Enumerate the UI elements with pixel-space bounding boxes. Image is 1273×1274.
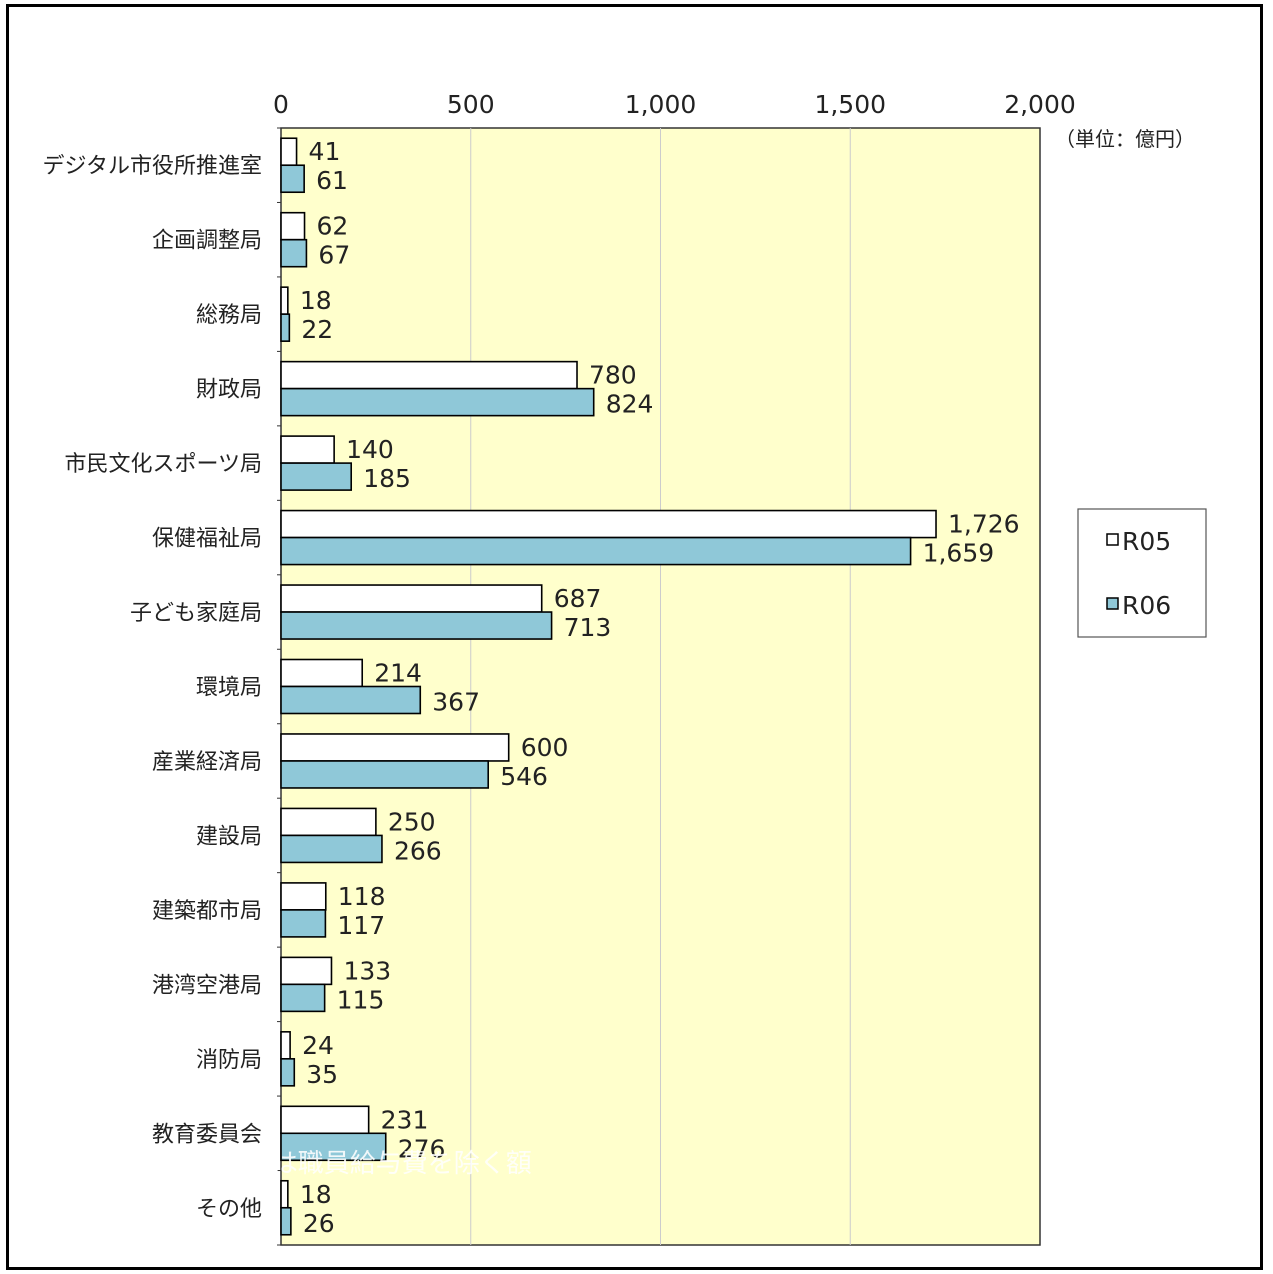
data-label-r05: 1,726 — [948, 510, 1020, 539]
category-label: 港湾空港局 — [152, 973, 262, 998]
data-label-r05: 24 — [302, 1031, 334, 1060]
legend-swatch-r05 — [1106, 533, 1119, 546]
category-label: デジタル市役所推進室 — [42, 154, 262, 179]
bar-r06 — [280, 834, 383, 864]
x-tick-label: 500 — [447, 90, 495, 119]
bar-r05 — [280, 137, 298, 167]
bar-r06 — [280, 164, 305, 194]
data-label-r05: 231 — [381, 1105, 429, 1134]
bar-r06 — [280, 685, 422, 715]
bar-r06 — [280, 1206, 292, 1236]
bar-r05 — [280, 807, 377, 837]
x-tick-label: 0 — [273, 90, 289, 119]
data-label-r06: 266 — [394, 836, 442, 865]
data-label-r06: 824 — [606, 390, 654, 419]
bar-r06 — [280, 462, 353, 491]
unit-label: （単位：億円） — [1055, 127, 1195, 151]
data-label-r06: 185 — [363, 464, 411, 493]
bar-r05 — [280, 1031, 291, 1060]
category-label: 子ども家庭局 — [130, 601, 262, 626]
data-label-r05: 140 — [346, 435, 394, 464]
x-tick-label: 2,000 — [1004, 90, 1076, 119]
data-label-r06: 1,659 — [923, 539, 995, 568]
category-label: その他 — [196, 1197, 262, 1222]
data-label-r05: 250 — [388, 807, 436, 836]
data-label-r05: 133 — [343, 956, 391, 985]
bar-r06 — [280, 983, 326, 1013]
data-label-r06: 115 — [337, 985, 385, 1014]
bar-r05 — [280, 1105, 370, 1135]
data-label-r05: 687 — [554, 584, 602, 613]
category-label: 建設局 — [196, 824, 262, 849]
category-label: 企画調整局 — [152, 229, 262, 254]
category-label: 市民文化スポーツ局 — [64, 452, 262, 477]
data-label-r06: 117 — [337, 911, 385, 940]
data-label-r06: 546 — [500, 762, 548, 791]
data-label-r05: 118 — [338, 882, 386, 911]
bar-r06 — [280, 760, 490, 789]
data-label-r06: 35 — [306, 1060, 338, 1089]
bar-r06 — [280, 387, 595, 417]
bar-r05 — [280, 584, 543, 613]
legend-label-r05: R05 — [1122, 527, 1171, 556]
data-label-r06: 276 — [398, 1134, 446, 1163]
data-label-r05: 62 — [317, 212, 349, 241]
bar-r06 — [280, 1058, 296, 1087]
data-label-r06: 67 — [318, 241, 350, 270]
bar-r05 — [280, 882, 327, 911]
bar-r05 — [280, 733, 510, 762]
data-label-r05: 18 — [300, 1180, 332, 1209]
legend-box — [1077, 508, 1207, 638]
data-label-r05: 600 — [521, 733, 569, 762]
category-label: 産業経済局 — [152, 750, 262, 775]
chart-frame — [6, 4, 1263, 1270]
bar-r05 — [280, 509, 937, 539]
data-label-r06: 713 — [564, 613, 612, 642]
category-label: 消防局 — [196, 1048, 262, 1073]
bar-r06 — [280, 313, 291, 342]
bar-r05 — [280, 360, 578, 390]
data-label-r06: 61 — [316, 166, 348, 195]
bar-r06 — [280, 909, 327, 938]
data-label-r06: 26 — [303, 1209, 335, 1238]
category-label: 財政局 — [196, 378, 262, 403]
bar-r06 — [280, 611, 553, 640]
bar-r06 — [280, 536, 912, 566]
x-tick-label: 1,500 — [814, 90, 886, 119]
footnote: ※各局の予算要求額は職員給与費を除く額 — [42, 1149, 532, 1179]
legend-swatch-r06 — [1106, 597, 1119, 610]
bar-r06 — [280, 238, 308, 268]
bar-r05 — [280, 286, 289, 315]
bar-r05 — [280, 658, 364, 688]
category-label: 保健福祉局 — [152, 527, 262, 552]
legend-label-r06: R06 — [1122, 591, 1171, 620]
bar-r05 — [280, 956, 333, 986]
category-label: 建築都市局 — [152, 899, 262, 924]
category-label: 総務局 — [196, 303, 262, 328]
x-tick-label: 1,000 — [625, 90, 697, 119]
bar-r05 — [280, 211, 306, 241]
bar-r05 — [280, 1179, 289, 1209]
data-label-r05: 780 — [589, 361, 637, 390]
category-label: 環境局 — [196, 676, 262, 701]
category-label: 教育委員会 — [152, 1122, 262, 1147]
data-label-r05: 41 — [309, 137, 341, 166]
bar-r06 — [280, 1132, 387, 1162]
data-label-r06: 22 — [301, 315, 333, 344]
data-label-r05: 214 — [374, 659, 422, 688]
bar-r05 — [280, 435, 335, 464]
data-label-r05: 18 — [300, 286, 332, 315]
data-label-r06: 367 — [432, 688, 480, 717]
